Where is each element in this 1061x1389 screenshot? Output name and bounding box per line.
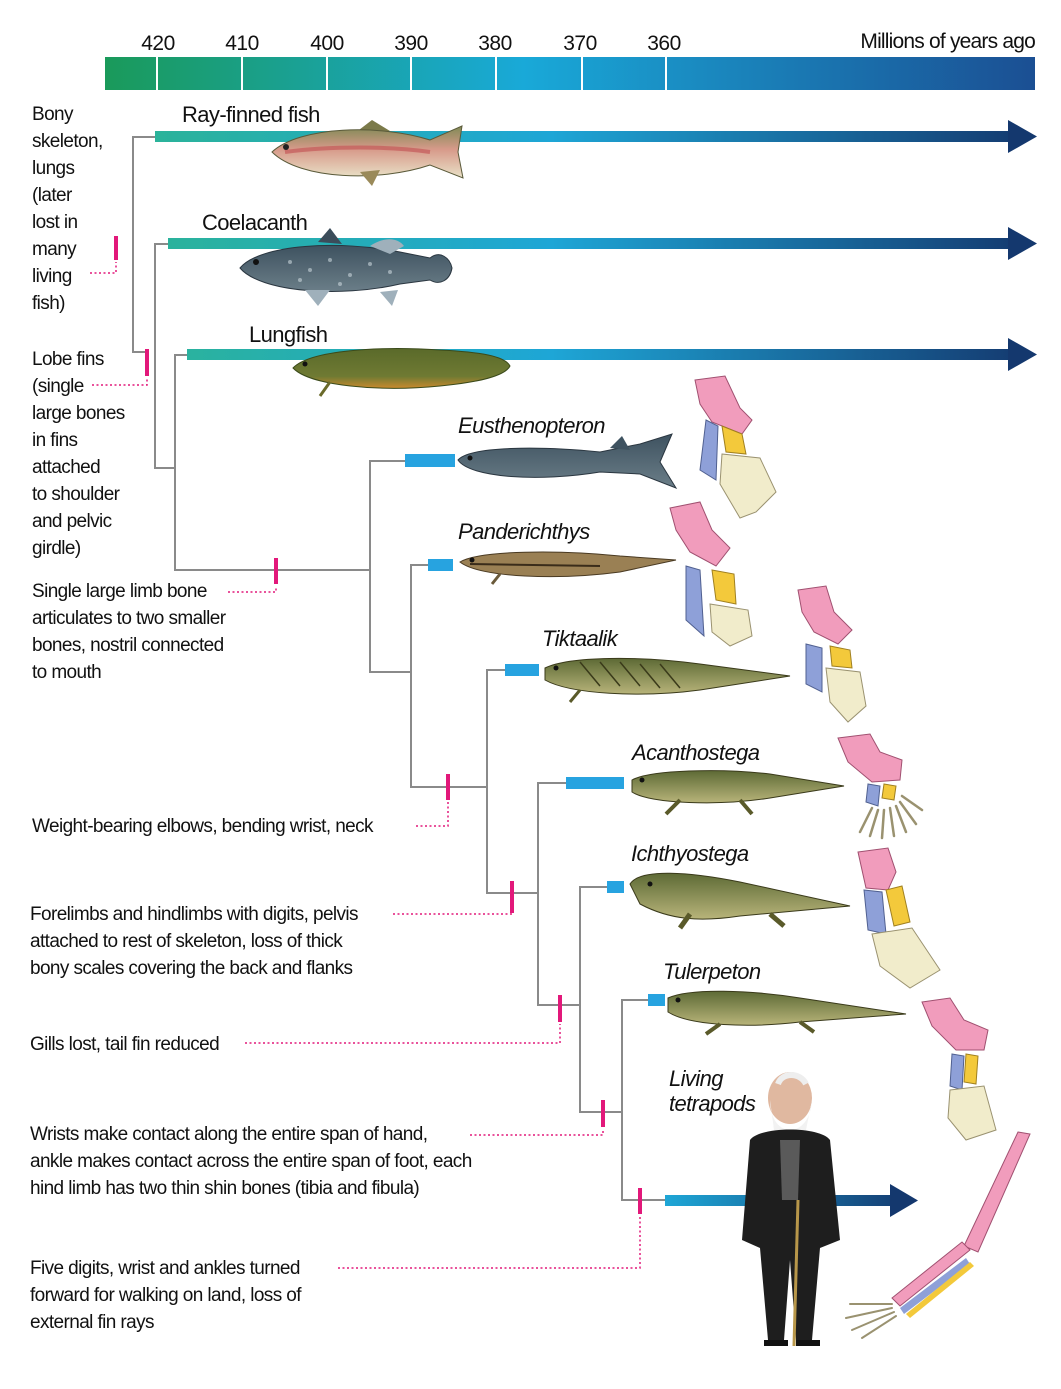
time-tick-label: 420 <box>141 32 175 55</box>
fossil-range-bars <box>405 454 665 1006</box>
trait-label-bony-skeleton: Bony skeleton, lungs (later lost in many… <box>32 104 103 314</box>
living-tetrapods-arrowhead <box>890 1184 918 1217</box>
trait-label-forelimbs-hindlimbs: Forelimbs and hindlimbs with digits, pel… <box>30 904 359 979</box>
time-tick-label: 370 <box>563 32 597 55</box>
eusthenopteron-range <box>405 454 455 467</box>
trait-leader-single-limb-bone <box>228 586 277 593</box>
time-tick-label: 390 <box>394 32 428 55</box>
time-scale-bar <box>105 57 1035 90</box>
taxon-label-ray-finned-fish: Ray-finned fish <box>182 102 320 127</box>
trait-label-wrists-contact: Wrists make contact along the entire spa… <box>30 1124 472 1199</box>
eusthenopteron-illustration <box>457 433 678 490</box>
tulerpeton-illustration <box>667 990 907 1036</box>
panderichthys-range <box>428 559 453 571</box>
time-scale-unit-label: Millions of years ago <box>860 30 1035 53</box>
trait-leader-weight-bearing <box>416 802 449 827</box>
time-tick-label: 400 <box>310 32 344 55</box>
panderichthys-illustration <box>459 551 677 585</box>
acanthostega-illustration <box>631 770 845 816</box>
taxon-label-ichthyostega: Ichthyostega <box>631 841 749 866</box>
phylogeny-branches <box>132 136 665 1201</box>
coelacanth-arrowhead <box>1008 227 1037 260</box>
taxon-label-tulerpeton: Tulerpeton <box>663 959 761 984</box>
time-tick-label: 410 <box>225 32 259 55</box>
taxon-label-lungfish: Lungfish <box>249 322 328 347</box>
ichthyostega-limb-bones <box>857 847 941 989</box>
trait-leader-wrists <box>470 1129 604 1136</box>
ray-finned-fish-lineage <box>155 131 1010 142</box>
eusthenopteron-limb-bones <box>694 375 777 519</box>
ichthyostega-range <box>607 881 624 893</box>
taxon-label-acanthostega: Acanthostega <box>632 740 760 765</box>
human-limb-bones <box>845 1131 1031 1339</box>
trait-leader-five-digits <box>338 1216 641 1269</box>
taxon-label-coelacanth: Coelacanth <box>202 210 308 235</box>
human-figure <box>742 1072 840 1347</box>
panderichthys-limb-bones <box>669 501 753 647</box>
tiktaalik-illustration <box>544 657 791 703</box>
time-tick-label: 380 <box>478 32 512 55</box>
taxon-label-living-tetrapods: Living tetrapods <box>669 1066 756 1116</box>
ray-finned-fish-arrowhead <box>1008 120 1037 153</box>
tulerpeton-range <box>648 994 665 1006</box>
trait-label-weight-bearing-elbows: Weight-bearing elbows, bending wrist, ne… <box>32 816 374 837</box>
lungfish-illustration <box>292 348 511 397</box>
coelacanth-lineage <box>168 238 1010 249</box>
trait-leader-bony-skeleton <box>90 262 117 274</box>
trait-label-single-limb-bone: Single large limb bone articulates to tw… <box>32 581 226 683</box>
lungfish-lineage <box>187 349 1010 360</box>
taxon-label-tiktaalik: Tiktaalik <box>542 626 618 651</box>
ray-finned-fish-illustration <box>271 120 464 186</box>
ichthyostega-illustration <box>629 872 851 930</box>
acanthostega-range <box>566 777 624 789</box>
time-tick-label: 360 <box>647 32 681 55</box>
taxon-label-panderichthys: Panderichthys <box>458 519 590 544</box>
tiktaalik-limb-bones <box>797 585 867 723</box>
tiktaalik-range <box>505 664 539 676</box>
trait-label-gills-lost: Gills lost, tail fin reduced <box>30 1034 220 1055</box>
trait-leader-forelimbs <box>393 913 513 915</box>
lungfish-arrowhead <box>1008 338 1037 371</box>
trait-leader-gills-lost <box>245 1024 561 1044</box>
taxon-label-eusthenopteron: Eusthenopteron <box>458 413 606 438</box>
acanthostega-limb-bones <box>837 733 924 840</box>
coelacanth-illustration <box>239 228 453 306</box>
tulerpeton-limb-bones <box>921 997 997 1141</box>
trait-label-five-digits: Five digits, wrist and ankles turned for… <box>30 1258 302 1333</box>
trait-markers <box>90 236 642 1269</box>
trait-leader-lobe-fins <box>92 378 148 386</box>
trait-label-lobe-fins: Lobe fins (single large bones in fins at… <box>32 349 125 559</box>
